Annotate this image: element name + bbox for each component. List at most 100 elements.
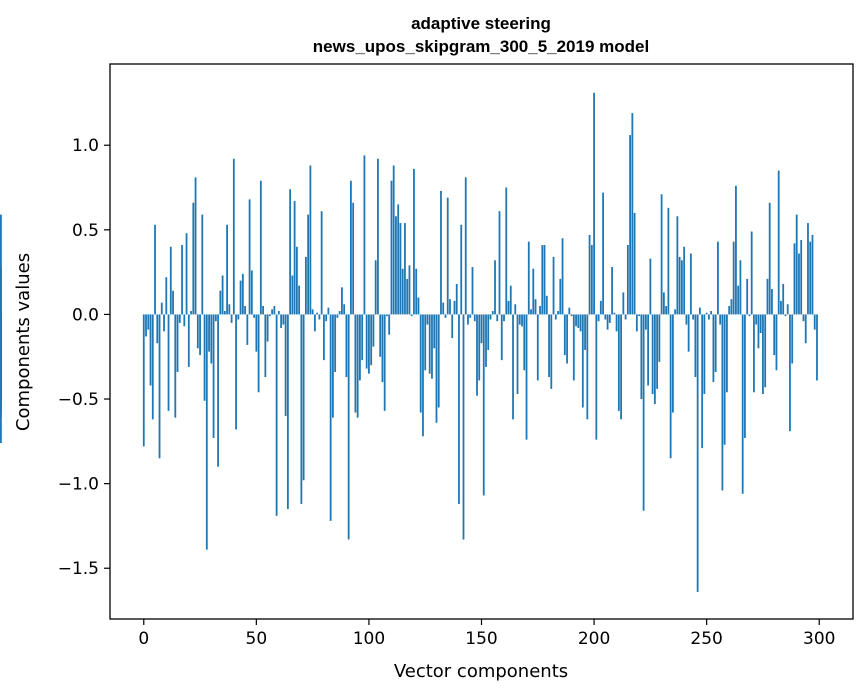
bar-125: [424, 314, 427, 371]
bar-27: [203, 314, 206, 401]
chart-title: adaptive steering: [411, 14, 551, 33]
bar-240: [683, 246, 686, 315]
bar-25: [199, 314, 201, 356]
bar-92: [350, 180, 352, 315]
bar-258: [723, 314, 726, 445]
bar-23: [194, 177, 197, 315]
bar-167: [518, 314, 521, 325]
bar-108: [386, 314, 388, 317]
bar-106: [381, 314, 384, 383]
bar-3: [149, 314, 152, 386]
bar-247: [699, 307, 701, 315]
bar-46: [246, 314, 249, 345]
bar-series: [0, 92, 818, 592]
bar-140: [458, 314, 460, 504]
x-axis-label: Vector components: [394, 661, 568, 682]
bar-280: [773, 314, 776, 356]
y-tick-label: 0.0: [72, 305, 99, 325]
bar-66: [291, 275, 294, 315]
bar-77: [316, 312, 319, 315]
y-tick-label: 1.0: [72, 136, 99, 156]
bar-172: [530, 309, 532, 315]
bar-93: [352, 202, 355, 315]
bar-139: [455, 283, 458, 315]
bar-8: [160, 302, 163, 315]
bar-5: [154, 224, 156, 315]
bar-80: [322, 314, 325, 361]
bar-20: [187, 314, 190, 367]
bar-221: [640, 314, 643, 400]
bar-180: [548, 314, 550, 378]
bar-141: [460, 224, 463, 315]
bar-6: [156, 314, 159, 344]
bar-261: [730, 299, 733, 315]
bar-169: [523, 314, 526, 371]
bar-undefined: [0, 267, 2, 315]
bar-39: [230, 314, 233, 323]
bar-191: [572, 314, 575, 381]
bar-60: [277, 311, 280, 315]
bar-127: [428, 314, 431, 374]
bar-219: [635, 314, 638, 332]
y-tick-label: −1.5: [58, 559, 99, 579]
bar-298: [813, 314, 816, 330]
bar-97: [361, 314, 364, 361]
bar-274: [759, 314, 762, 334]
bar-86: [336, 314, 339, 318]
bar-171: [527, 241, 530, 315]
bar-184: [557, 311, 559, 315]
bar-144: [467, 314, 469, 325]
bar-53: [262, 305, 264, 315]
bar-293: [802, 314, 805, 322]
bar-199: [590, 245, 593, 315]
bar-10: [165, 277, 168, 315]
x-tick-label: 250: [690, 629, 722, 649]
bar-85: [334, 314, 337, 372]
bar-79: [320, 211, 323, 315]
bar-195: [581, 314, 584, 408]
bar-58: [273, 305, 276, 315]
bar-165: [514, 304, 517, 315]
bar-100: [368, 314, 370, 374]
bar-242: [687, 314, 690, 352]
bar-236: [674, 309, 677, 315]
bar-49: [253, 314, 255, 318]
bar-229: [658, 314, 661, 362]
bar-215: [626, 245, 629, 315]
bar-31: [212, 314, 215, 438]
bar-17: [181, 245, 183, 315]
bar-55: [266, 314, 269, 342]
bar-160: [503, 314, 505, 322]
bar-102: [372, 314, 375, 347]
bar-14: [174, 314, 177, 418]
bar-38: [228, 304, 231, 315]
bar-175: [536, 314, 539, 381]
bar-168: [521, 314, 523, 327]
bar-233: [667, 207, 670, 315]
bar-208: [611, 267, 613, 315]
x-tick-label: 200: [578, 629, 610, 649]
bar-105: [379, 314, 382, 357]
bar-143: [464, 177, 467, 315]
bar-128: [431, 314, 433, 379]
x-tick-label: 300: [803, 629, 835, 649]
bar-254: [714, 314, 717, 372]
bar-89: [343, 304, 346, 315]
bar-87: [338, 311, 341, 315]
bar-257: [721, 314, 724, 491]
bar-202: [597, 314, 600, 322]
bar-150: [480, 314, 483, 344]
bar-250: [705, 312, 708, 315]
bar-271: [753, 314, 755, 393]
bar-36: [223, 311, 226, 315]
y-axis-label: Components values: [13, 253, 34, 431]
bar-13: [172, 290, 174, 315]
bar-32: [214, 314, 217, 322]
bar-120: [413, 168, 415, 315]
bar-103: [374, 260, 377, 315]
bar-277: [766, 278, 769, 315]
bar-292: [800, 239, 803, 315]
bar-47: [248, 199, 251, 315]
bar-74: [309, 165, 312, 315]
bar-109: [388, 314, 391, 335]
